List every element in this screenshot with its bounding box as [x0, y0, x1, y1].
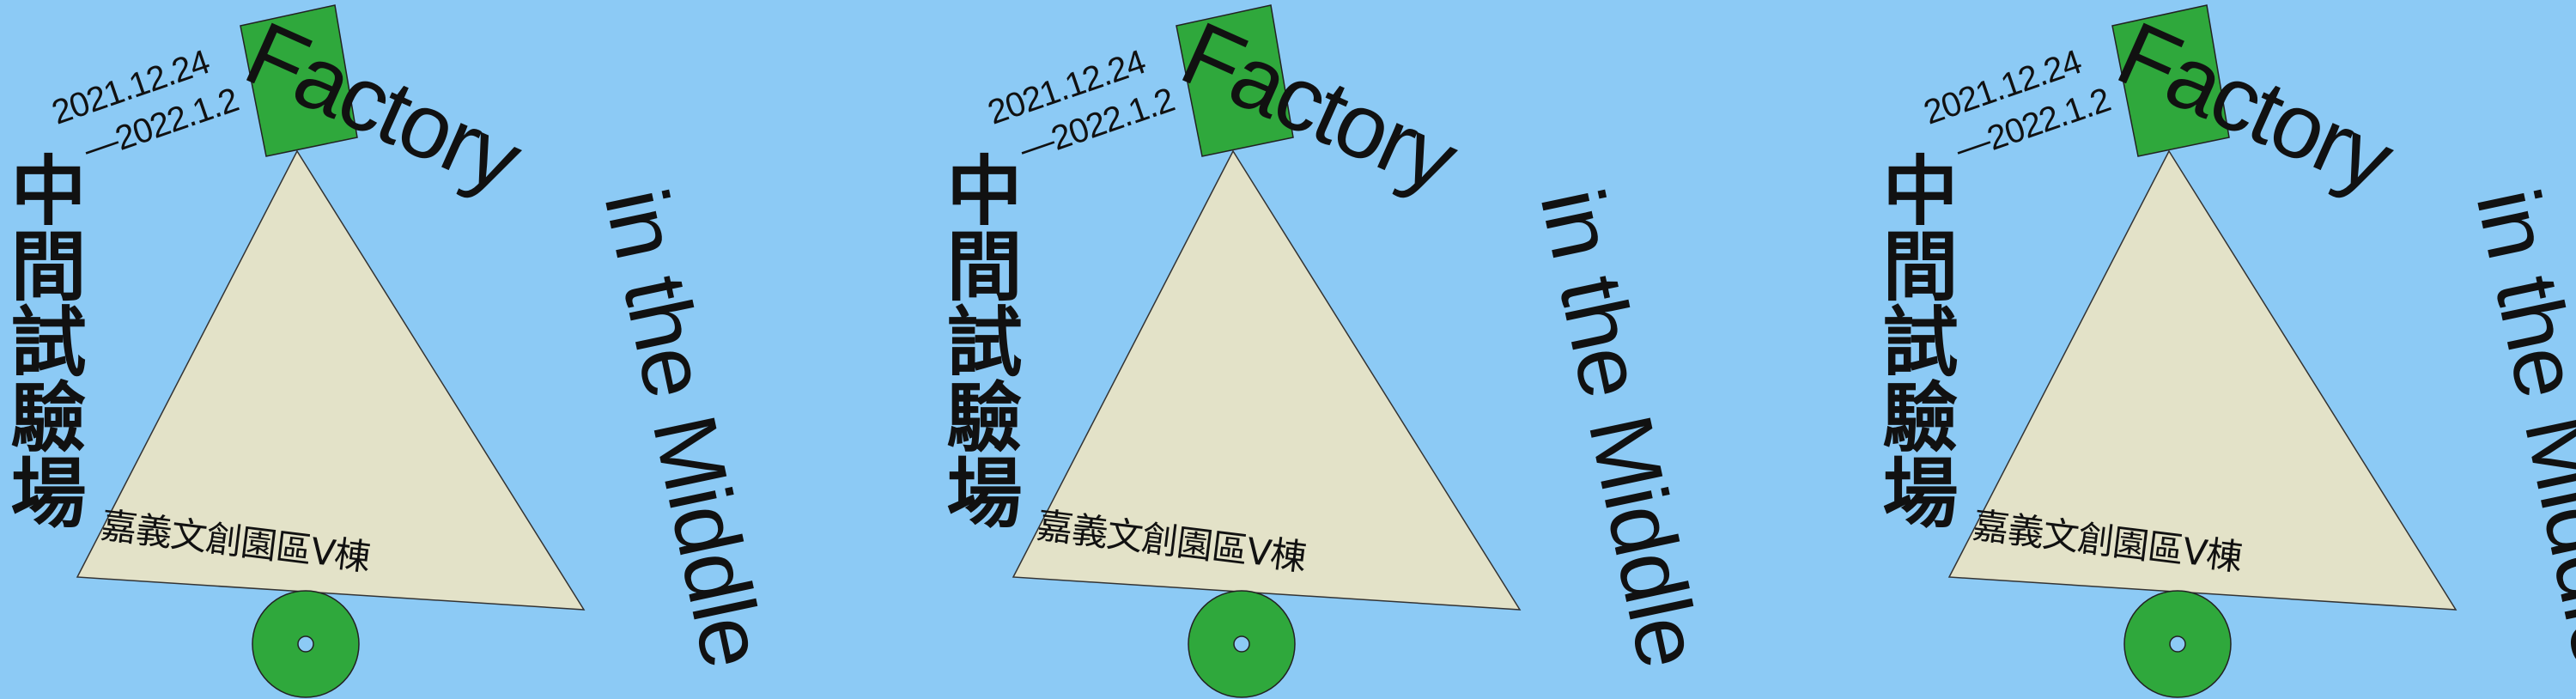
circle-hole: [297, 635, 314, 653]
triangle-shape: [1012, 149, 1522, 611]
poster-graphic: [1012, 4, 1522, 698]
poster-graphic: [1947, 4, 2458, 698]
poster-panel: 2021.12.24 —2022.1.2 Factory in the Midd…: [0, 0, 859, 699]
circle-hole: [1233, 635, 1250, 653]
chinese-title: 中間試驗場: [934, 151, 1023, 529]
triangle-shape: [1947, 149, 2458, 611]
green-square: [1176, 4, 1294, 157]
poster-panel: 2021.12.24 —2022.1.2 Factory in the Midd…: [934, 0, 1795, 699]
poster-graphic: [76, 4, 586, 698]
chinese-title: 中間試驗場: [0, 151, 87, 529]
circle-hole: [2169, 635, 2186, 653]
green-square: [2111, 4, 2230, 157]
chinese-title: 中間試驗場: [1870, 151, 1959, 529]
green-square: [240, 4, 358, 157]
poster-panel: 2021.12.24 —2022.1.2 Factory in the Midd…: [1870, 0, 2576, 699]
triangle-shape: [76, 149, 586, 611]
